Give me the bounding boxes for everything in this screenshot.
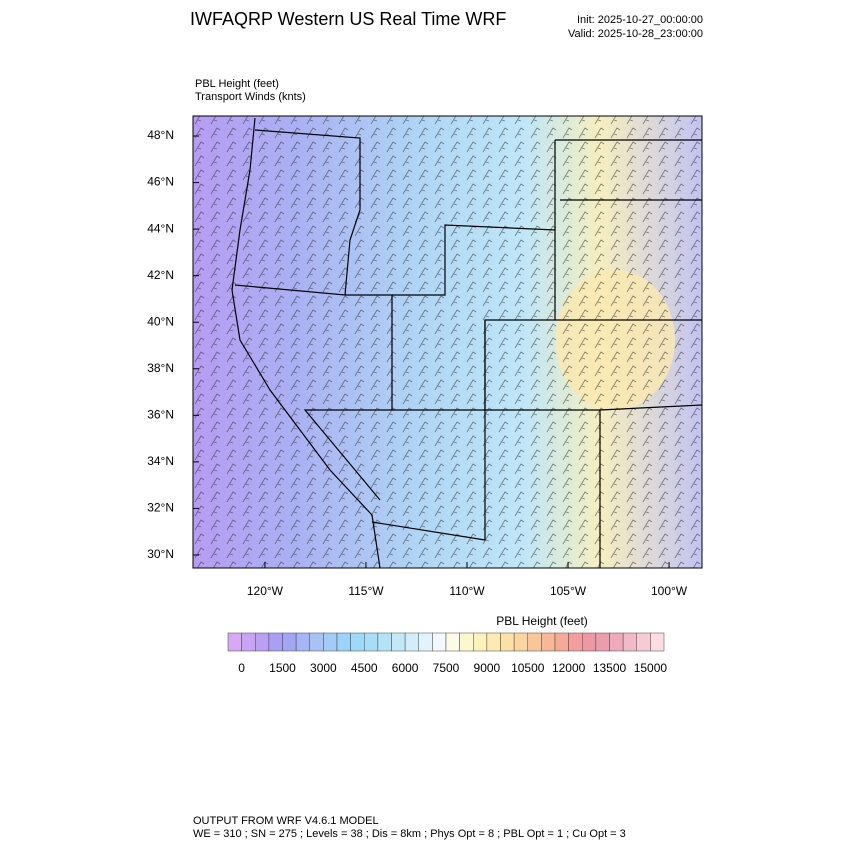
y-tick-label: 38°N bbox=[147, 361, 174, 375]
field-label: PBL Height (feet) bbox=[195, 78, 279, 90]
colorbar-swatch bbox=[336, 632, 351, 652]
colorbar-swatch bbox=[459, 632, 474, 652]
valid-time: Valid: 2025-10-28_23:00:00 bbox=[568, 28, 703, 40]
colorbar-swatch bbox=[582, 632, 597, 652]
colorbar-swatch bbox=[595, 632, 610, 652]
colorbar-label: 13500 bbox=[593, 661, 627, 675]
colorbar-label: 15000 bbox=[634, 661, 668, 675]
colorbar-swatch bbox=[432, 632, 447, 652]
y-tick-label: 40°N bbox=[147, 314, 174, 328]
colorbar-swatch bbox=[282, 632, 297, 652]
wind-label: Transport Winds (knts) bbox=[195, 91, 306, 103]
title: IWFAQRP Western US Real Time WRF bbox=[190, 9, 506, 29]
colorbar-swatch bbox=[377, 632, 392, 652]
y-tick-label: 48°N bbox=[147, 128, 174, 142]
x-tick-label: 100°W bbox=[651, 584, 688, 598]
colorbar-swatch bbox=[255, 632, 270, 652]
map-frame bbox=[192, 115, 703, 569]
colorbar-swatch bbox=[622, 632, 637, 652]
colorbar-swatch bbox=[241, 632, 256, 652]
colorbar-swatch bbox=[541, 632, 556, 652]
colorbar-swatch bbox=[636, 632, 651, 652]
colorbar-label: 6000 bbox=[392, 661, 419, 675]
colorbar-label: 10500 bbox=[511, 661, 545, 675]
boundaries bbox=[231, 117, 703, 569]
colorbar-swatch bbox=[364, 632, 379, 652]
colorbar-label: 4500 bbox=[351, 661, 378, 675]
y-tick-label: 34°N bbox=[147, 454, 174, 468]
colorbar-label: 1500 bbox=[269, 661, 296, 675]
y-tick-label: 32°N bbox=[147, 501, 174, 515]
footer-line: WE = 310 ; SN = 275 ; Levels = 38 ; Dis … bbox=[193, 828, 626, 840]
init-time: Init: 2025-10-27_00:00:00 bbox=[577, 14, 703, 26]
colorbar-label: 7500 bbox=[433, 661, 460, 675]
colorbar-swatch bbox=[554, 632, 569, 652]
y-tick-label: 46°N bbox=[147, 175, 174, 189]
colorbar-swatch bbox=[445, 632, 460, 652]
colorbar-swatch bbox=[500, 632, 515, 652]
colorbar-swatch bbox=[473, 632, 488, 652]
colorbar-swatch bbox=[513, 632, 528, 652]
colorbar-swatch bbox=[609, 632, 624, 652]
x-tick-label: 110°W bbox=[449, 584, 485, 598]
colorbar-label: 3000 bbox=[310, 661, 337, 675]
map bbox=[192, 115, 703, 569]
colorbar-swatch bbox=[227, 632, 242, 652]
x-tick-label: 105°W bbox=[550, 584, 587, 598]
y-tick-label: 42°N bbox=[147, 268, 174, 282]
colorbar-swatch bbox=[268, 632, 283, 652]
y-tick-label: 30°N bbox=[147, 547, 174, 561]
colorbar-swatch bbox=[391, 632, 406, 652]
colorbar-swatch bbox=[650, 632, 665, 652]
colorbar-swatch bbox=[568, 632, 583, 652]
colorbar-label: 12000 bbox=[552, 661, 586, 675]
colorbar-label: 0 bbox=[238, 661, 245, 675]
x-tick-label: 120°W bbox=[247, 584, 284, 598]
colorbar-label: 9000 bbox=[474, 661, 501, 675]
y-tick-label: 36°N bbox=[147, 407, 174, 421]
y-tick-label: 44°N bbox=[147, 221, 174, 235]
colorbar-swatch bbox=[350, 632, 365, 652]
colorbar-swatch bbox=[404, 632, 419, 652]
colorbar-swatch bbox=[309, 632, 324, 652]
footer-line: OUTPUT FROM WRF V4.6.1 MODEL bbox=[193, 815, 379, 827]
colorbar-swatch bbox=[527, 632, 542, 652]
wind-barbs bbox=[193, 116, 702, 568]
x-tick-label: 115°W bbox=[348, 584, 384, 598]
colorbar-swatch bbox=[486, 632, 501, 652]
colorbar-swatch bbox=[418, 632, 433, 652]
colorbar-title: PBL Height (feet) bbox=[496, 614, 588, 628]
colorbar-swatch bbox=[323, 632, 338, 652]
colorbar-swatch bbox=[295, 632, 310, 652]
